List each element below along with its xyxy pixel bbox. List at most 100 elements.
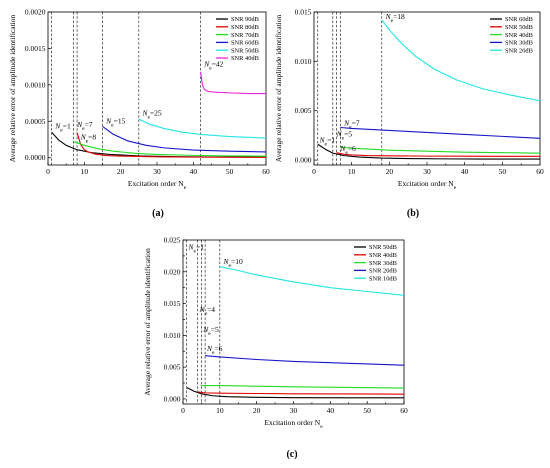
annotation-symbol: N [54, 122, 61, 131]
x-tick-label: 10 [81, 167, 89, 176]
y-tick-label: 0.010 [164, 331, 181, 340]
ne-annotation: Ne=7 [343, 119, 360, 131]
x-tick-label: 40 [327, 406, 335, 415]
annotation-subscript: e [325, 141, 328, 147]
annotation-value: =6 [214, 344, 222, 353]
annotation-symbol: N [80, 133, 87, 142]
x-tick-label: 60 [262, 167, 270, 176]
annotation-subscript: e [60, 128, 63, 134]
annotation-value: =5 [211, 325, 219, 334]
x-tick-label: 0 [46, 167, 50, 176]
y-tick-label: 0.005 [295, 106, 312, 115]
annotation-value: =10 [231, 257, 243, 266]
series-line-5 [138, 118, 266, 139]
y-tick-label: 0.0015 [25, 44, 46, 53]
x-tick-label: 40 [190, 167, 198, 176]
y-tick-label: 0.000 [295, 156, 312, 165]
y-axis-label: Average relative error of amplitude iden… [8, 15, 17, 163]
y-axis-label: Average relative error of amplitude iden… [274, 15, 283, 163]
x-tick-label: 10 [348, 167, 356, 176]
annotation-subscript: e [82, 126, 85, 132]
x-tick-label: 50 [226, 167, 234, 176]
series-line-6 [200, 71, 266, 95]
annotation-value: =42 [212, 60, 224, 69]
y-tick-label: 0.025 [164, 236, 181, 245]
ne-annotation: Ne=25 [141, 108, 161, 120]
series-group [317, 19, 540, 160]
x-tick-label: 30 [423, 167, 431, 176]
annotation-symbol: N [206, 344, 213, 353]
annotation-subscript: e [212, 350, 215, 356]
series-line-2 [336, 152, 540, 157]
x-tick-label: 20 [117, 167, 125, 176]
y-axis-label: Average relative error of amplitude iden… [143, 248, 152, 396]
legend-entry: SNR 50dB [231, 47, 259, 54]
chart-panel-3: 0.000 0.005 0.010 0.015 0.020 0.025 0 10 20 30 40 5… [143, 236, 408, 461]
x-tick-label: 60 [400, 406, 408, 415]
annotation-subscript: e [209, 66, 212, 72]
y-tick-label: 0.015 [295, 8, 312, 17]
ne-annotation: Ne=42 [203, 60, 223, 72]
legend-entry: SNR 70dB [231, 32, 259, 39]
x-tick-label: 50 [499, 167, 507, 176]
annotation-symbol: N [199, 305, 206, 314]
annotation-value: =15 [114, 116, 126, 125]
panel-caption: (c) [286, 449, 297, 460]
ne-annotation: Ne=6 [206, 344, 223, 356]
annotation-symbol: N [202, 325, 209, 334]
legend-entry: SNR 50dB [505, 24, 533, 31]
annotation-subscript: e [111, 122, 114, 128]
legend-entry: SNR 10dB [369, 275, 397, 282]
y-tick-label: 0.005 [164, 363, 181, 372]
annotation-symbol: N [339, 144, 346, 153]
ne-annotation: Ne=8 [80, 133, 97, 145]
y-tick-label: 0.0020 [25, 8, 46, 17]
ne-annotation: Ne=4 [199, 305, 216, 317]
annotation-subscript: e [147, 114, 150, 120]
x-tick-label: 50 [363, 406, 371, 415]
x-axis-label-subscript: e [320, 424, 323, 430]
series-line-4 [340, 126, 540, 139]
series-line-4 [102, 125, 266, 153]
x-tick-label: 20 [253, 406, 261, 415]
legend-entry: SNR 50dB [369, 244, 397, 251]
y-tick-label: 0.0000 [25, 153, 46, 162]
ne-annotation: Ne=7 [76, 120, 93, 132]
series-group [51, 71, 266, 158]
series-line-3 [201, 385, 404, 389]
annotation-value: =6 [348, 144, 356, 153]
annotation-value: =1 [327, 135, 335, 144]
y-tick-label: 0.020 [164, 267, 181, 276]
annotation-value: =25 [150, 108, 162, 117]
x-tick-label: 30 [290, 406, 298, 415]
x-tick-label: 10 [216, 406, 224, 415]
annotation-value: =7 [352, 119, 360, 128]
x-tick-label: 0 [181, 406, 185, 415]
annotation-value: =5 [344, 129, 352, 138]
annotation-symbol: N [203, 60, 210, 69]
ne-annotation: Ne=1 [54, 122, 71, 134]
legend-entry: SNR 90dB [231, 16, 259, 23]
x-axis-label-subscript: e [184, 185, 187, 191]
series-line-5 [381, 19, 540, 102]
x-axis-label-subscript: e [454, 185, 457, 191]
annotation-value: =1 [63, 122, 71, 131]
series-line-2 [76, 132, 266, 158]
annotation-symbol: N [76, 120, 83, 129]
legend-entry: SNR 30dB [369, 260, 397, 267]
annotation-value: =4 [207, 305, 215, 314]
y-tick-label: 0.0010 [25, 80, 46, 89]
series-line-3 [340, 146, 540, 154]
series-line-2 [197, 391, 404, 395]
x-tick-label: 40 [461, 167, 469, 176]
legend-entry: SNR 20dB [369, 268, 397, 275]
annotation-value: =7 [85, 120, 93, 129]
annotation-symbol: N [223, 257, 230, 266]
ne-annotation: Ne=5 [202, 325, 219, 337]
series-line-1 [317, 143, 540, 160]
legend-entry: SNR 20dB [505, 47, 533, 54]
x-tick-label: 30 [153, 167, 161, 176]
